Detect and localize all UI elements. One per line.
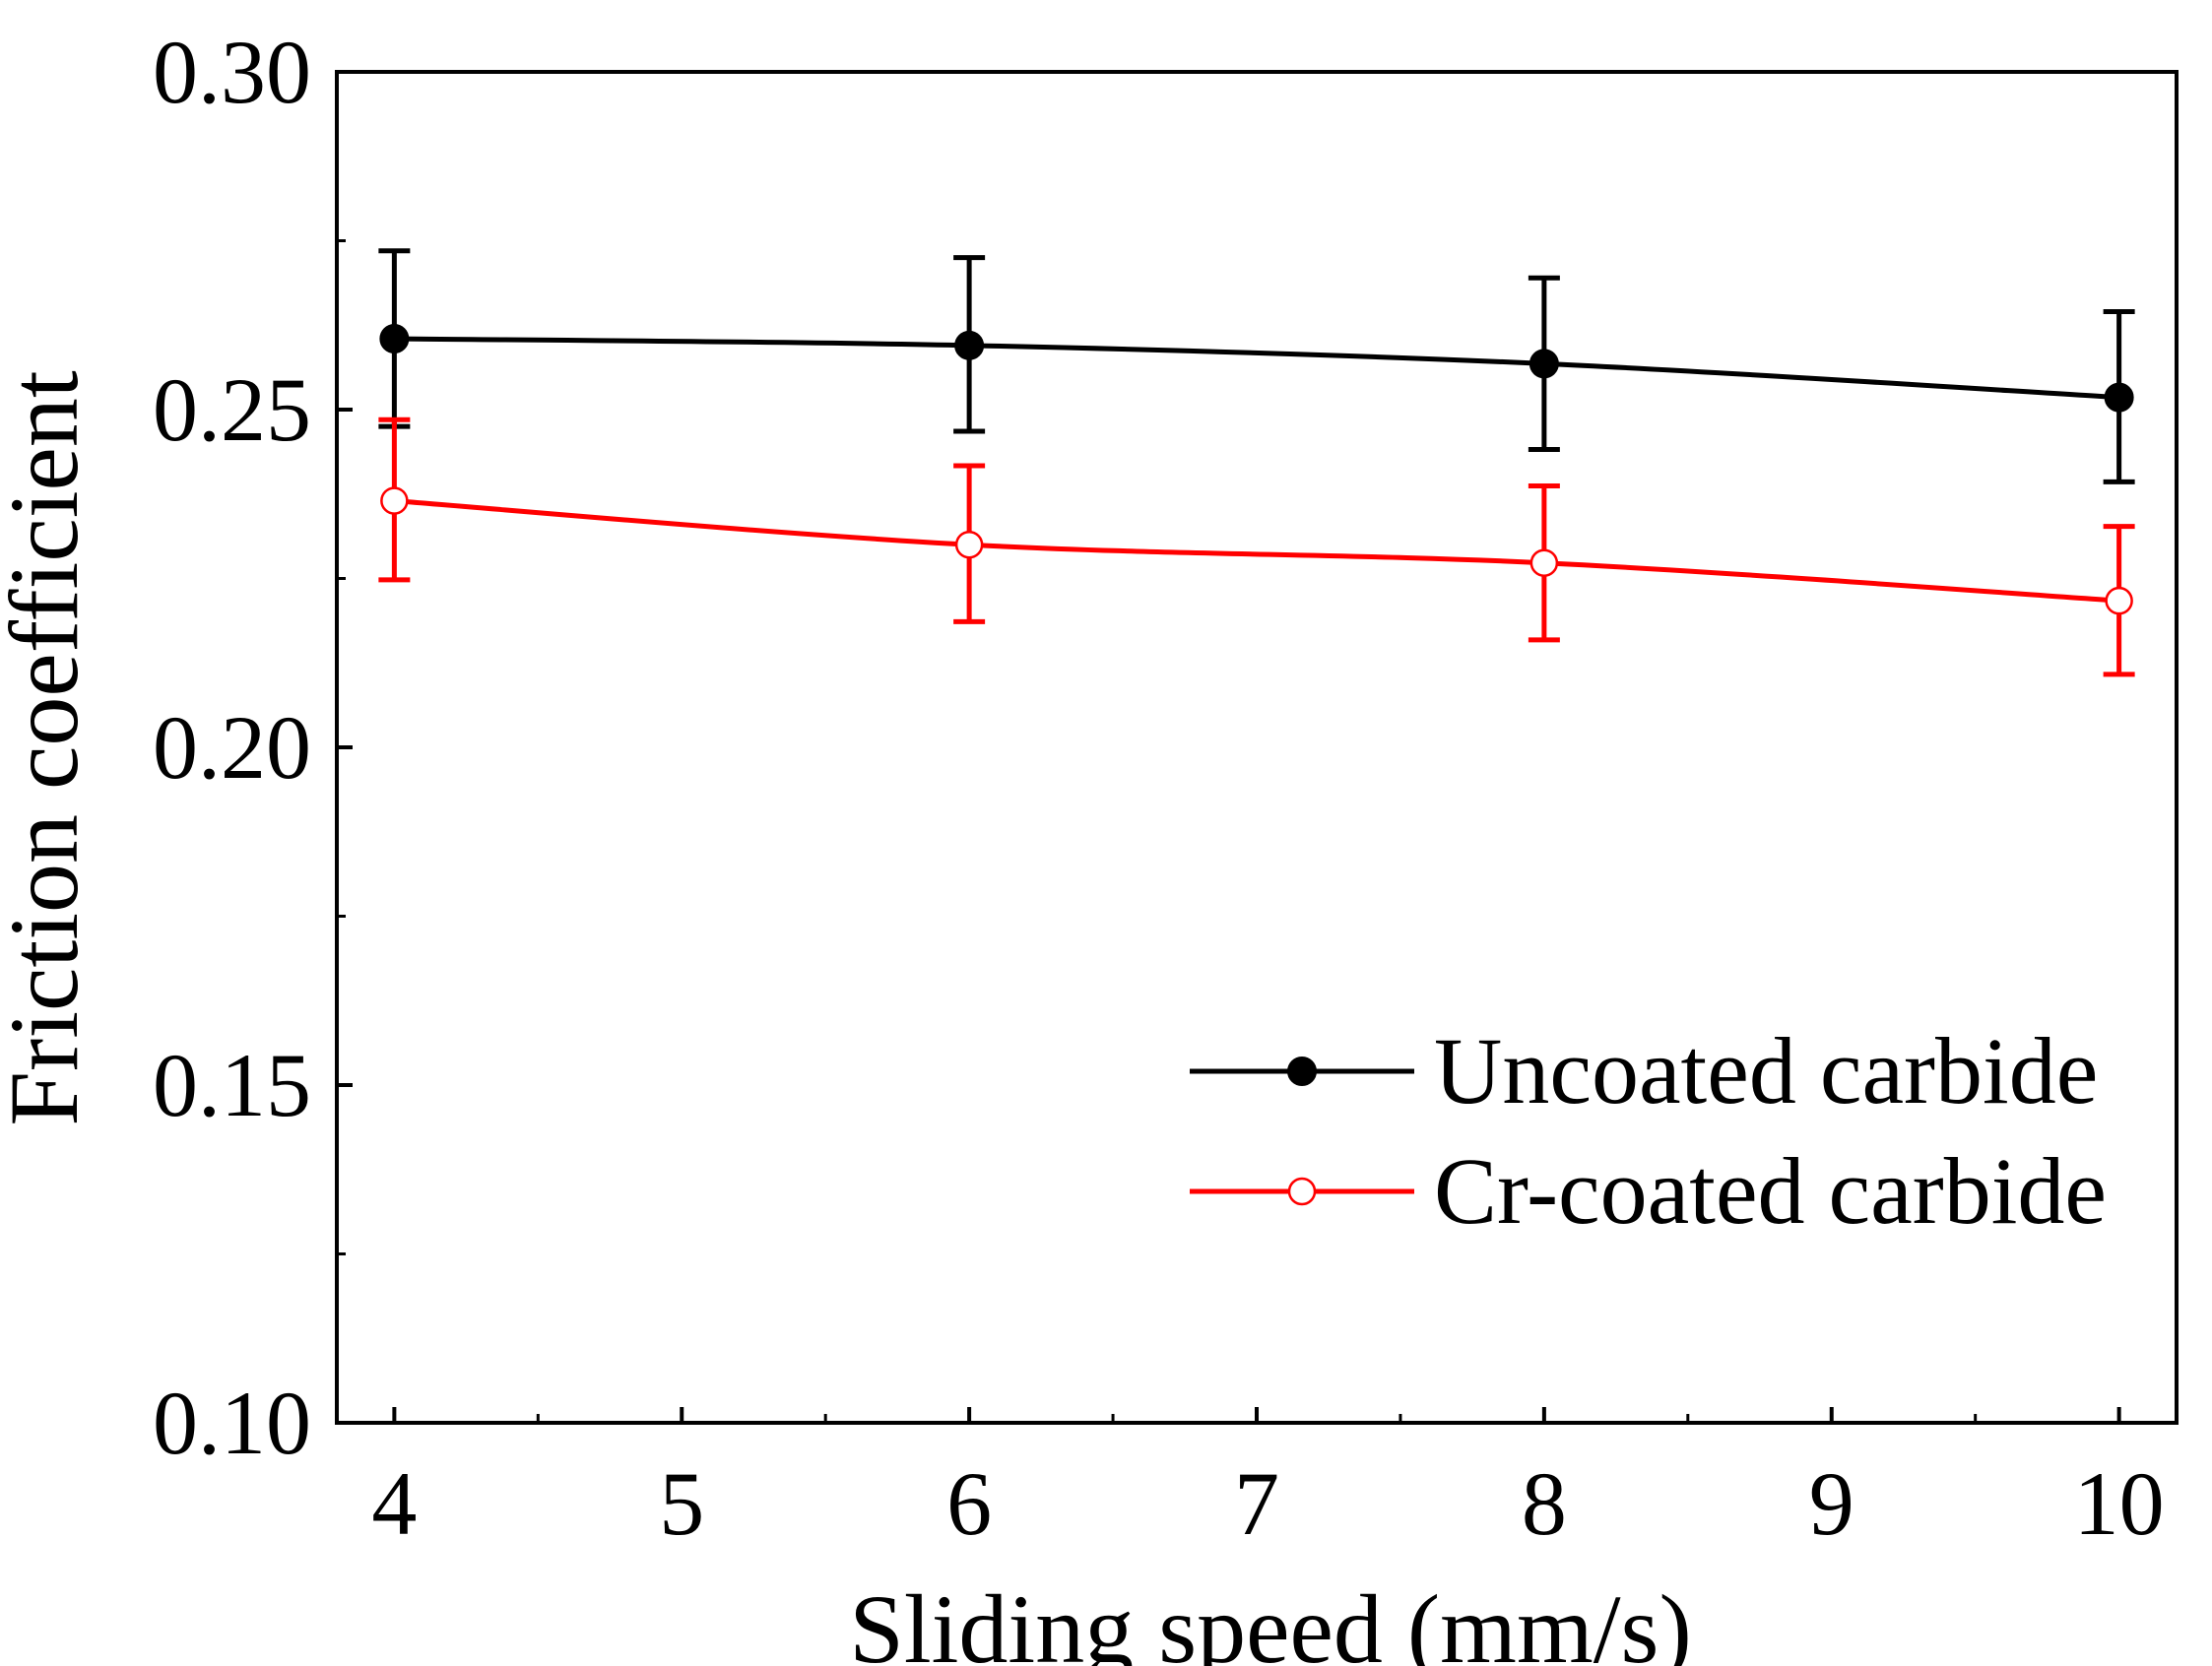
data-point xyxy=(2104,382,2134,413)
y-tick-label-0: 0.10 xyxy=(153,1373,311,1473)
legend-label-uncoated-carbide: Uncoated carbide xyxy=(1434,1018,2098,1123)
legend-item-cr-coated-carbide: Cr-coated carbide xyxy=(1190,1138,2107,1244)
data-point xyxy=(379,323,410,353)
x-tick-label-9: 9 xyxy=(1809,1453,1854,1554)
data-point xyxy=(380,486,409,515)
series-line-uncoated-carbide xyxy=(394,336,2119,401)
tick-layer: 4 5 6 7 8 9 10 0.10 0.15 0.20 0.25 0.30 xyxy=(153,22,2165,1554)
series-cr-coated-carbide xyxy=(378,416,2135,677)
y-tick-label-3: 0.25 xyxy=(153,359,311,460)
data-point xyxy=(1529,349,1559,379)
x-axis-label: Sliding speed (mm/s) xyxy=(849,1574,1692,1666)
legend-item-uncoated-carbide: Uncoated carbide xyxy=(1190,1018,2098,1123)
legend-marker xyxy=(1287,1057,1317,1086)
series-layer xyxy=(378,248,2135,677)
x-tick-label-10: 10 xyxy=(2074,1453,2165,1554)
y-tick-label-4: 0.30 xyxy=(153,22,311,122)
x-tick-label-4: 4 xyxy=(371,1453,417,1554)
legend: Uncoated carbide Cr-coated carbide xyxy=(1190,1018,2107,1244)
x-tick-label-8: 8 xyxy=(1522,1453,1567,1554)
data-point xyxy=(1529,548,1559,577)
x-tick-label-6: 6 xyxy=(946,1453,992,1554)
y-axis-label: Friction coefficient xyxy=(0,370,98,1126)
data-point xyxy=(2105,586,2133,615)
x-tick-label-5: 5 xyxy=(659,1453,704,1554)
y-tick-label-2: 0.20 xyxy=(153,697,311,798)
legend-label-cr-coated-carbide: Cr-coated carbide xyxy=(1434,1138,2107,1244)
series-line-cr-coated-carbide xyxy=(394,498,2119,604)
y-tick-label-1: 0.15 xyxy=(153,1035,311,1135)
series-uncoated-carbide xyxy=(378,248,2135,484)
data-point xyxy=(954,530,984,559)
legend-marker xyxy=(1287,1177,1317,1206)
data-point xyxy=(954,330,985,360)
x-tick-label-7: 7 xyxy=(1234,1453,1279,1554)
label-layer: Sliding speed (mm/s) Friction coefficien… xyxy=(0,370,1692,1666)
